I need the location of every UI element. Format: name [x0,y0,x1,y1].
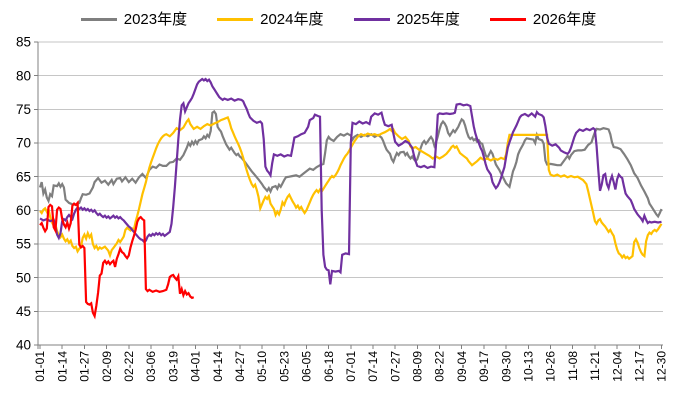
x-axis-label: 10-26 [544,351,558,382]
y-axis-label: 60 [16,203,31,218]
x-axis-label: 04-14 [211,351,225,382]
x-axis-label: 05-23 [277,351,291,382]
y-axis-label: 85 [16,35,31,50]
y-axis-label: 45 [16,304,31,319]
series-line-2025 [39,77,662,285]
x-axis-label: 11-08 [566,351,580,381]
x-axis-label: 03-06 [144,351,158,382]
x-axis-label: 05-10 [255,351,269,382]
x-axis-label: 06-05 [300,351,314,382]
x-axis-label: 10-13 [522,351,536,382]
x-axis-label: 02-09 [100,351,114,382]
y-axis-label: 65 [16,169,31,184]
legend-item-2025: 2025年度 [353,10,460,28]
chart-legend: 2023年度 2024年度 2025年度 2026年度 [0,8,677,30]
x-axis-label: 06-18 [322,351,336,382]
x-axis-label: 07-27 [388,351,402,382]
legend-label: 2025年度 [396,10,460,28]
x-axis-label: 01-01 [33,351,47,382]
x-axis-label: 04-27 [233,351,247,382]
y-axis-label: 50 [16,270,31,285]
y-axis-label: 70 [16,136,31,151]
series-line-2026 [39,200,195,320]
x-axis-label: 01-14 [55,351,69,382]
x-axis-label: 08-22 [433,351,447,382]
y-axis-label: 55 [16,237,31,252]
x-axis-label: 03-19 [166,351,180,382]
legend-swatch-icon [217,17,254,21]
legend-item-2023: 2023年度 [80,10,188,28]
legend-label: 2024年度 [260,10,324,28]
y-axis-label: 80 [16,68,31,83]
legend-label: 2023年度 [123,10,188,28]
y-axis-label: 40 [16,338,31,353]
x-axis-label: 11-21 [588,351,602,381]
x-axis-label: 09-17 [477,351,491,382]
legend-label: 2026年度 [532,10,597,28]
x-axis-label: 07-01 [344,351,358,382]
x-axis-label: 04-01 [189,351,203,382]
x-axis-label: 07-14 [366,351,380,382]
legend-swatch-icon [489,17,526,21]
x-axis-label: 12-30 [655,351,669,382]
x-axis-label: 09-04 [455,351,469,382]
x-axis-label: 12-04 [610,351,624,382]
series-line-2024 [39,115,663,261]
x-axis-label: 08-09 [411,351,425,382]
x-axis-label: 02-22 [122,351,136,382]
legend-swatch-icon [80,17,117,21]
x-axis-label: 12-17 [633,351,647,382]
legend-swatch-icon [353,17,390,21]
legend-item-2024: 2024年度 [217,10,324,28]
series-line-2023 [38,109,663,219]
x-axis-label: 01-27 [78,351,92,382]
legend-item-2026: 2026年度 [489,10,597,28]
y-axis-label: 75 [16,102,31,117]
x-axis-label: 09-30 [499,351,513,382]
